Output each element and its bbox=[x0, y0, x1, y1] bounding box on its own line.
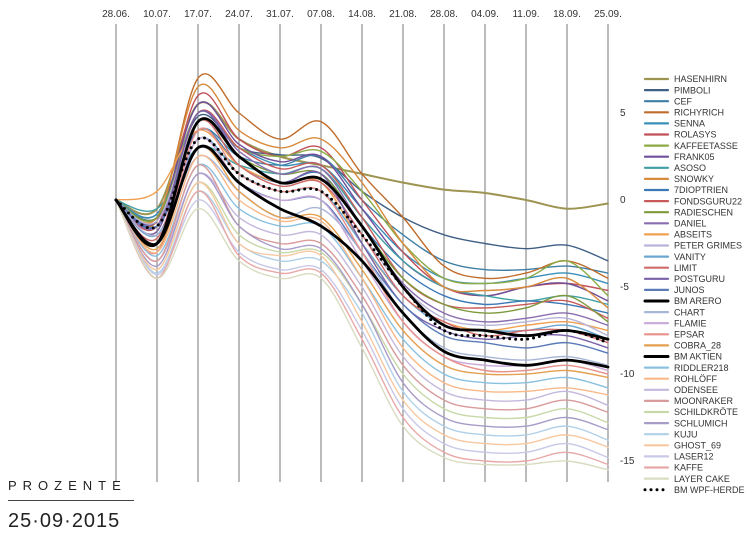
legend-label-moonraker: MOONRAKER bbox=[674, 396, 734, 406]
y-tick-label: 0 bbox=[620, 195, 626, 206]
series-line-bm-wpf-herde bbox=[114, 136, 610, 345]
series-line-rohl-ff bbox=[115, 154, 609, 396]
series-line-snowky bbox=[115, 83, 609, 309]
legend-label-junos: JUNOS bbox=[674, 285, 705, 295]
legend-label-flamie: FLAMIE bbox=[674, 318, 707, 328]
legend-label-cef: CEF bbox=[674, 96, 693, 106]
legend-label-fondsguru22: FONDSGURU22 bbox=[674, 196, 742, 206]
series-lines bbox=[114, 73, 610, 471]
legend-label-richyrich: RICHYRICH bbox=[674, 108, 724, 118]
legend-label-senna: SENNA bbox=[674, 119, 705, 129]
date-label: 14.08. bbox=[348, 9, 376, 20]
date-label: 18.09. bbox=[553, 9, 581, 20]
series-line-pimboli bbox=[115, 113, 609, 262]
date-label: 25.09. bbox=[594, 9, 622, 20]
legend-label-laser12: LASER12 bbox=[674, 452, 714, 462]
date-label: 04.09. bbox=[471, 9, 499, 20]
date-label: 11.09. bbox=[512, 9, 539, 20]
legend-label-ghost-69: GHOST_69 bbox=[674, 441, 721, 451]
series-line-bm-aktien bbox=[114, 144, 610, 369]
legend-label-bm-aktien: BM AKTIEN bbox=[674, 352, 722, 362]
legend-label-bm-wpf-herde: BM WPF-HERDE bbox=[674, 485, 745, 495]
y-tick-label: 5 bbox=[620, 108, 626, 119]
date-label: 31.07. bbox=[266, 9, 294, 20]
legend-label-kaffe: KAFFE bbox=[674, 463, 703, 473]
y-axis-labels: 5 0 -5 -10 -15 bbox=[620, 108, 635, 467]
y-tick-label: -15 bbox=[620, 456, 635, 467]
date-label: 28.06. bbox=[102, 9, 130, 20]
legend-label-odensee: ODENSEE bbox=[674, 385, 718, 395]
legend-label-bm-arero: BM ARERO bbox=[674, 296, 722, 306]
date-label: 07.08. bbox=[307, 9, 335, 20]
caption-label: PROZENTE bbox=[8, 478, 127, 493]
legend-label-postguru: POSTGURU bbox=[674, 274, 725, 284]
caption-date: 25·09·2015 bbox=[8, 510, 121, 532]
legend-label-schildkr-te: SCHILDKRÖTE bbox=[674, 407, 738, 417]
legend-label-pimboli: PIMBOLI bbox=[674, 85, 711, 95]
legend-label-kuju: KUJU bbox=[674, 429, 698, 439]
legend-label-daniel: DANIEL bbox=[674, 219, 707, 229]
legend-label-abseits: ABSEITS bbox=[674, 230, 712, 240]
legend-label-chart: CHART bbox=[674, 307, 705, 317]
series-line-kaffe bbox=[115, 190, 609, 466]
legend-label-asoso: ASOSO bbox=[674, 163, 706, 173]
series-line-schlumich bbox=[115, 172, 609, 431]
date-label: 10.07. bbox=[143, 9, 171, 20]
date-label: 24.07. bbox=[225, 9, 253, 20]
series-line-moonraker bbox=[115, 164, 609, 413]
y-tick-label: -10 bbox=[620, 369, 635, 380]
legend-label-layer-cake: LAYER CAKE bbox=[674, 474, 730, 484]
series-line-laser12 bbox=[115, 199, 609, 459]
legend-label-rohl-ff: ROHLÖFF bbox=[674, 374, 718, 384]
legend-label-peter-grimes: PETER GRIMES bbox=[674, 241, 742, 251]
legend-label-radieschen: RADIESCHEN bbox=[674, 207, 733, 217]
legend-label-cobra-28: COBRA_28 bbox=[674, 341, 721, 351]
legend-label-riddler218: RIDDLER218 bbox=[674, 363, 729, 373]
legend-label-frank05: FRANK05 bbox=[674, 152, 715, 162]
legend-label-snowky: SNOWKY bbox=[674, 174, 714, 184]
date-labels: 28.06. 10.07. 17.07. 24.07. 31.07. 07.08. 14.0… bbox=[102, 9, 622, 20]
legend-label-limit: LIMIT bbox=[674, 263, 698, 273]
date-label: 21.08. bbox=[389, 9, 417, 20]
series-line-bm-arero bbox=[114, 117, 610, 341]
caption-divider bbox=[8, 500, 134, 501]
legend-label-kaffeetasse: KAFFEETASSE bbox=[674, 141, 738, 151]
legend-label-7dioptrien: 7DIOPTRIEN bbox=[674, 185, 728, 195]
series-line-epsar bbox=[115, 127, 609, 375]
series-line-ghost-69 bbox=[115, 181, 609, 448]
legend-label-schlumich: SCHLUMICH bbox=[674, 418, 728, 428]
y-tick-label: -5 bbox=[620, 282, 629, 293]
legend-label-epsar: EPSAR bbox=[674, 330, 705, 340]
legend-label-hasenhirn: HASENHIRN bbox=[674, 74, 727, 84]
date-label: 17.07. bbox=[184, 9, 212, 20]
legend-label-rolasys: ROLASYS bbox=[674, 130, 717, 140]
date-label: 28.08. bbox=[430, 9, 458, 20]
series-line-richyrich bbox=[115, 73, 609, 280]
legend-label-vanity: VANITY bbox=[674, 252, 706, 262]
series-line-layer-cake bbox=[115, 199, 609, 471]
